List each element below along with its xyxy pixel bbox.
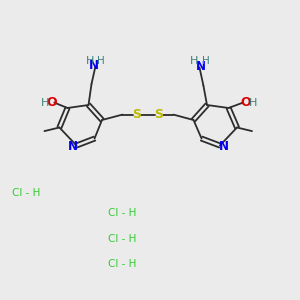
Text: O: O bbox=[241, 96, 251, 109]
Text: Cl - H: Cl - H bbox=[108, 208, 136, 218]
Text: S: S bbox=[154, 108, 164, 121]
Text: N: N bbox=[68, 140, 78, 154]
Text: Cl - H: Cl - H bbox=[12, 188, 40, 199]
Text: O: O bbox=[46, 96, 57, 109]
Text: N: N bbox=[219, 140, 229, 154]
Text: N: N bbox=[89, 58, 99, 72]
Text: H: H bbox=[97, 56, 105, 66]
Text: H: H bbox=[202, 56, 209, 66]
Text: N: N bbox=[196, 59, 206, 73]
Text: H: H bbox=[248, 98, 257, 108]
Text: H: H bbox=[190, 56, 198, 66]
Text: Cl - H: Cl - H bbox=[108, 233, 136, 244]
Text: S: S bbox=[132, 108, 141, 121]
Text: Cl - H: Cl - H bbox=[108, 259, 136, 269]
Text: H: H bbox=[41, 98, 49, 108]
Text: H: H bbox=[86, 56, 94, 66]
